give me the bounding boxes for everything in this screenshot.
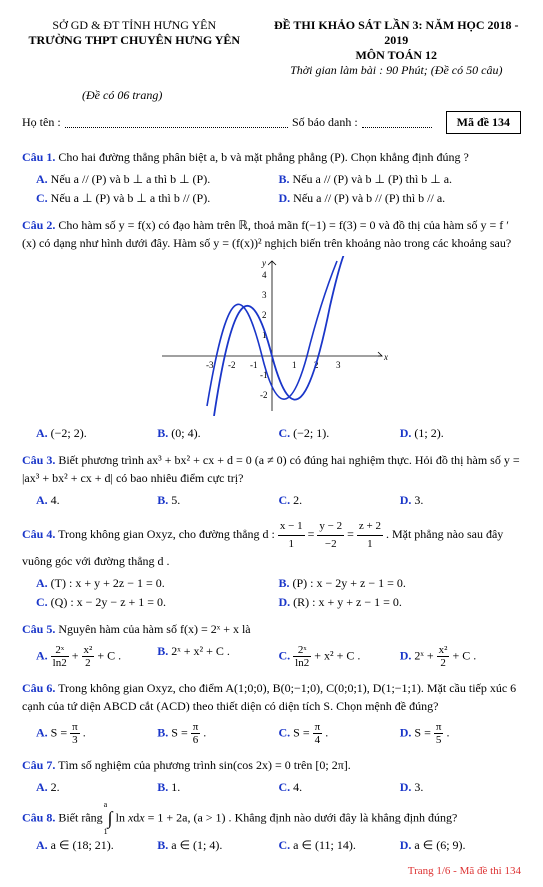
q3-c: 2. (293, 493, 302, 507)
q2-c: (−2; 1). (293, 426, 329, 440)
svg-text:-2: -2 (260, 390, 268, 400)
q7-c: 4. (293, 780, 302, 794)
q7-d: 3. (414, 780, 423, 794)
name-dots (65, 118, 288, 128)
q4-options: A. (T) : x + y + 2z − 1 = 0. B. (P) : x … (36, 574, 521, 612)
q7-options: A. 2. B. 1. C. 4. D. 3. (36, 778, 521, 797)
svg-text:1: 1 (292, 360, 297, 370)
svg-text:2: 2 (262, 310, 267, 320)
q7-num: Câu 7. (22, 758, 55, 772)
exam-title-1: ĐỀ THI KHẢO SÁT LẦN 3: NĂM HỌC 2018 - 20… (272, 18, 522, 48)
q4-a: (T) : x + y + 2z − 1 = 0. (51, 576, 165, 590)
pages-note: (Đề có 06 trang) (82, 88, 521, 103)
q2-graph: x y -3-2-1 123 1234 -1-2 (22, 256, 521, 420)
q3-text: Biết phương trình ax³ + bx² + cx + d = 0… (22, 453, 520, 485)
q8-text-post: Khẳng định nào dưới đây là khẳng định đú… (235, 810, 458, 824)
svg-text:-2: -2 (228, 360, 236, 370)
q4-c: (Q) : x − 2y − z + 1 = 0. (51, 595, 166, 609)
svg-text:-3: -3 (206, 360, 214, 370)
q2-b: (0; 4). (171, 426, 200, 440)
q1-text: Cho hai đường thẳng phân biệt a, b và mặ… (58, 150, 468, 164)
name-row: Họ tên : Số báo danh : Mã đề 134 (22, 111, 521, 134)
q3-options: A. 4. B. 5. C. 2. D. 3. (36, 491, 521, 510)
svg-text:3: 3 (262, 290, 267, 300)
q8-d: a ∈ (6; 9). (414, 838, 465, 852)
q1-num: Câu 1. (22, 150, 55, 164)
q2-text: Cho hàm số y = f(x) có đạo hàm trên ℝ, t… (22, 218, 511, 250)
q7-b: 1. (171, 780, 180, 794)
q5-num: Câu 5. (22, 622, 55, 636)
question-8: Câu 8. Biết rằng a ∫ 1 ln xdx = 1 + 2a, … (22, 805, 521, 832)
org-line-2: TRƯỜNG THPT CHUYÊN HƯNG YÊN (22, 33, 247, 48)
exam-duration: Thời gian làm bài : 90 Phút; (Đề có 50 c… (272, 63, 522, 78)
cubic-graph-svg: x y -3-2-1 123 1234 -1-2 (152, 256, 392, 416)
id-label: Số báo danh : (292, 115, 358, 130)
q8-num: Câu 8. (22, 810, 55, 824)
exam-code: Mã đề 134 (446, 111, 521, 134)
header-left: SỞ GD & ĐT TỈNH HƯNG YÊN TRƯỜNG THPT CHU… (22, 18, 247, 78)
q6-text: Trong không gian Oxyz, cho điểm A(1;0;0)… (22, 681, 516, 713)
question-6: Câu 6. Trong không gian Oxyz, cho điểm A… (22, 679, 521, 715)
svg-text:x: x (383, 352, 388, 362)
q4-num: Câu 4. (22, 527, 55, 541)
q7-a: 2. (51, 780, 60, 794)
q2-a: (−2; 2). (51, 426, 87, 440)
svg-text:y: y (261, 258, 266, 268)
q2-d: (1; 2). (414, 426, 443, 440)
q6-num: Câu 6. (22, 681, 55, 695)
q1-a: Nếu a // (P) và b ⊥ a thì b ⊥ (P). (51, 172, 211, 186)
question-2: Câu 2. Cho hàm số y = f(x) có đạo hàm tr… (22, 216, 521, 252)
id-dots (362, 118, 432, 128)
q3-d: 3. (414, 493, 423, 507)
question-1: Câu 1. Cho hai đường thẳng phân biệt a, … (22, 148, 521, 166)
header-right: ĐỀ THI KHẢO SÁT LẦN 3: NĂM HỌC 2018 - 20… (272, 18, 522, 78)
q4-text-pre: Trong không gian Oxyz, cho đường thẳng d… (58, 527, 278, 541)
q3-a: 4. (51, 493, 60, 507)
exam-title-2: MÔN TOÁN 12 (272, 48, 522, 63)
q2-options: A. (−2; 2). B. (0; 4). C. (−2; 1). D. (1… (36, 424, 521, 443)
q6-options: A. S = π3 . B. S = π6 . C. S = π4 . D. S… (36, 719, 521, 748)
q8-c: a ∈ (11; 14). (293, 838, 356, 852)
header: SỞ GD & ĐT TỈNH HƯNG YÊN TRƯỜNG THPT CHU… (22, 18, 521, 78)
question-5: Câu 5. Nguyên hàm của hàm số f(x) = 2ˣ +… (22, 620, 521, 638)
org-line-1: SỞ GD & ĐT TỈNH HƯNG YÊN (22, 18, 247, 33)
q1-d: Nếu a // (P) và b // (P) thì b // a. (293, 191, 445, 205)
svg-text:4: 4 (262, 270, 267, 280)
q7-text: Tìm số nghiệm của phương trình sin(cos 2… (58, 758, 351, 772)
q8-b: a ∈ (1; 4). (171, 838, 222, 852)
svg-text:3: 3 (336, 360, 341, 370)
q1-b: Nếu a // (P) và b ⊥ (P) thì b ⊥ a. (293, 172, 453, 186)
q4-d: (R) : x + y + z − 1 = 0. (293, 595, 402, 609)
svg-text:-1: -1 (250, 360, 258, 370)
q1-c: Nếu a ⊥ (P) và b ⊥ a thì b // (P). (51, 191, 211, 205)
q3-b: 5. (171, 493, 180, 507)
q3-num: Câu 3. (22, 453, 55, 467)
q8-a: a ∈ (18; 21). (51, 838, 114, 852)
footer: Trang 1/6 - Mã đề thi 134 (22, 865, 521, 877)
q4-b: (P) : x − 2y + z − 1 = 0. (293, 576, 406, 590)
question-4: Câu 4. Trong không gian Oxyz, cho đường … (22, 518, 521, 570)
q2-num: Câu 2. (22, 218, 55, 232)
question-3: Câu 3. Biết phương trình ax³ + bx² + cx … (22, 451, 521, 487)
q5-text: Nguyên hàm của hàm số f(x) = 2ˣ + x là (58, 622, 250, 636)
q8-options: A. a ∈ (18; 21). B. a ∈ (1; 4). C. a ∈ (… (36, 836, 521, 855)
q1-options: A. Nếu a // (P) và b ⊥ a thì b ⊥ (P). B.… (36, 170, 521, 208)
name-label: Họ tên : (22, 115, 61, 130)
question-7: Câu 7. Tìm số nghiệm của phương trình si… (22, 756, 521, 774)
q5-options: A. 2ˣln2 + x²2 + C . B. 2ˣ + x² + C . C.… (36, 642, 521, 671)
